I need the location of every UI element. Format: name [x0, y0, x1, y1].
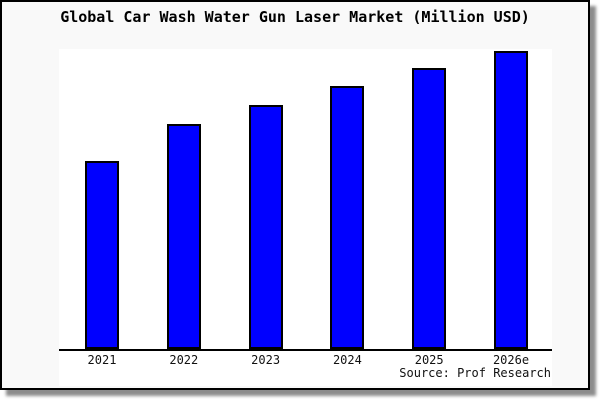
x-tick-label-2025: 2025 — [414, 353, 444, 367]
chart-title: Global Car Wash Water Gun Laser Market (… — [60, 8, 530, 26]
x-tick-label-2021: 2021 — [87, 353, 117, 367]
x-tick-label-2026e: 2026e — [492, 353, 530, 367]
source-label: Source: Prof Research — [399, 366, 551, 380]
x-tick-label-2024: 2024 — [332, 353, 362, 367]
bar-2025 — [412, 68, 447, 349]
bar-2023 — [248, 105, 283, 349]
chart-page: Global Car Wash Water Gun Laser Market (… — [0, 0, 590, 390]
bar-2026e — [494, 51, 528, 349]
plot-area: Source: Prof Research 2021 2022 2023 2024 20… — [59, 49, 552, 386]
bar-2021 — [85, 161, 119, 349]
x-tick-label-2022: 2022 — [169, 353, 199, 367]
x-axis-line — [59, 349, 552, 351]
bar-2024 — [330, 86, 365, 349]
bar-2022 — [166, 124, 201, 349]
x-tick-label-2023: 2023 — [251, 353, 281, 367]
